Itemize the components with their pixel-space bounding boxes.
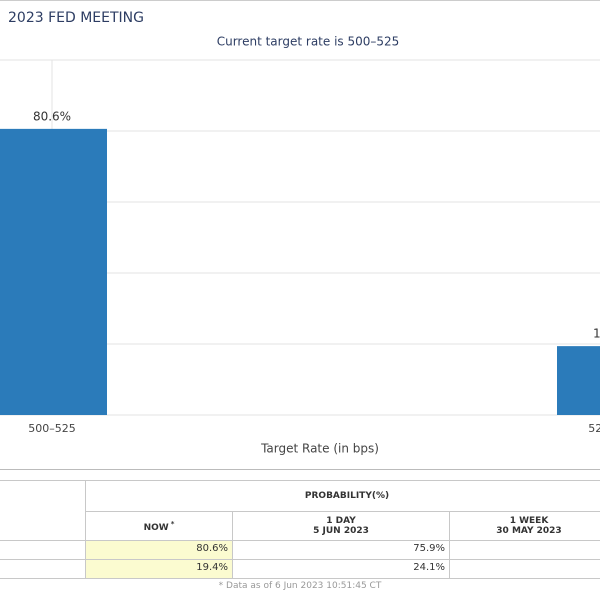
x-axis-label: Target Rate (in bps)	[260, 442, 379, 456]
column-date: 30 MAY 2023	[496, 526, 562, 536]
value-cell: 24.1%	[232, 559, 450, 579]
column-header-line: 1 DAY	[326, 516, 356, 526]
column-marker: *	[170, 519, 175, 528]
x-tick-label: 525–550	[588, 422, 600, 435]
column-header: NOW *	[85, 511, 233, 541]
row-header-blank	[0, 480, 86, 541]
column-header: 1 DAY 5 JUN 2023	[232, 511, 450, 541]
value-cell-empty	[449, 540, 600, 560]
value-cell-empty	[449, 559, 600, 579]
value-cell: 80.6%	[85, 540, 233, 560]
row-label-blank	[0, 559, 86, 579]
group-header: PROBABILITY(%)	[85, 480, 600, 512]
column-date-line: 5 JUN 2023	[313, 526, 369, 536]
column-label: NOW	[143, 522, 169, 533]
bar	[557, 346, 600, 415]
column-label: 1 DAY	[326, 516, 356, 526]
footnote: * Data as of 6 Jun 2023 10:51:45 CT	[218, 581, 382, 591]
row-label-blank	[0, 540, 86, 560]
chart-subtitle: Current target rate is 500–525	[217, 35, 400, 49]
column-header-line: NOW *	[144, 520, 175, 533]
bar	[0, 128, 107, 415]
column-header-line: 1 WEEK	[510, 516, 549, 526]
value-cell: 19.4%	[85, 559, 233, 579]
chart: 2023 FED MEETING Current target rate is …	[0, 0, 600, 470]
x-tick-label: 500–525	[28, 422, 76, 435]
column-date-line: 30 MAY 2023	[496, 526, 561, 536]
chart-title: 2023 FED MEETING	[8, 10, 144, 26]
column-header: 1 WEEK 30 MAY 2023	[449, 511, 600, 541]
value-cell: 75.9%	[232, 540, 450, 560]
value-label: 19.4%	[593, 327, 600, 341]
value-label: 80.6%	[33, 109, 71, 123]
column-label: 1 WEEK	[509, 516, 549, 526]
column-date: 5 JUN 2023	[313, 526, 369, 536]
